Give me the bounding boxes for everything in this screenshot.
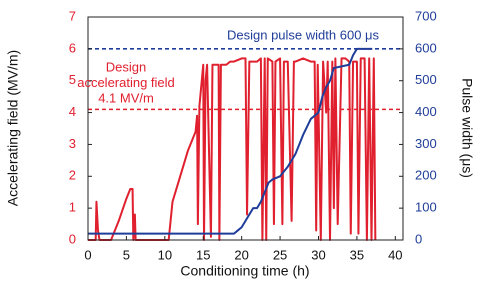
y-tick-label: 2 <box>69 168 76 183</box>
y-axis-title: Accelerating field (MV/m) <box>5 50 21 206</box>
annotation: Design pulse width 600 μs <box>227 27 380 42</box>
y2-tick-label: 400 <box>415 104 437 119</box>
plot-frame <box>87 16 404 241</box>
y-tick-label: 7 <box>69 8 76 23</box>
y-tick-label: 4 <box>69 104 76 119</box>
annotation: Design <box>106 59 146 74</box>
y2-axis-title: Pulse width (μs) <box>459 78 475 178</box>
y-tick-label: 3 <box>69 136 76 151</box>
data-line <box>88 47 373 235</box>
x-tick-label: 35 <box>350 247 364 262</box>
x-tick-label: 15 <box>196 247 210 262</box>
x-tick-label: 5 <box>123 247 130 262</box>
x-tick-label: 10 <box>158 247 172 262</box>
y2-tick-label: 600 <box>415 40 437 55</box>
x-axis-title: Conditioning time (h) <box>180 263 309 279</box>
y2-tick-label: 500 <box>415 72 437 87</box>
x-tick-label: 30 <box>311 247 325 262</box>
x-tick-label: 40 <box>388 247 402 262</box>
y-tick-label: 1 <box>69 200 76 215</box>
y2-tick-label: 0 <box>415 231 422 246</box>
y2-tick-label: 100 <box>415 200 437 215</box>
annotation: accelerating field <box>77 75 175 90</box>
x-tick-label: 25 <box>273 247 287 262</box>
x-tick-label: 0 <box>84 247 91 262</box>
data-line <box>88 57 377 241</box>
x-tick-label: 20 <box>234 247 248 262</box>
annotation: 4.1 MV/m <box>98 90 154 105</box>
y-tick-label: 0 <box>69 231 76 246</box>
y2-tick-label: 300 <box>415 136 437 151</box>
y2-tick-label: 700 <box>415 8 437 23</box>
y2-tick-label: 200 <box>415 168 437 183</box>
y-tick-label: 6 <box>69 40 76 55</box>
y-tick-label: 5 <box>69 72 76 87</box>
